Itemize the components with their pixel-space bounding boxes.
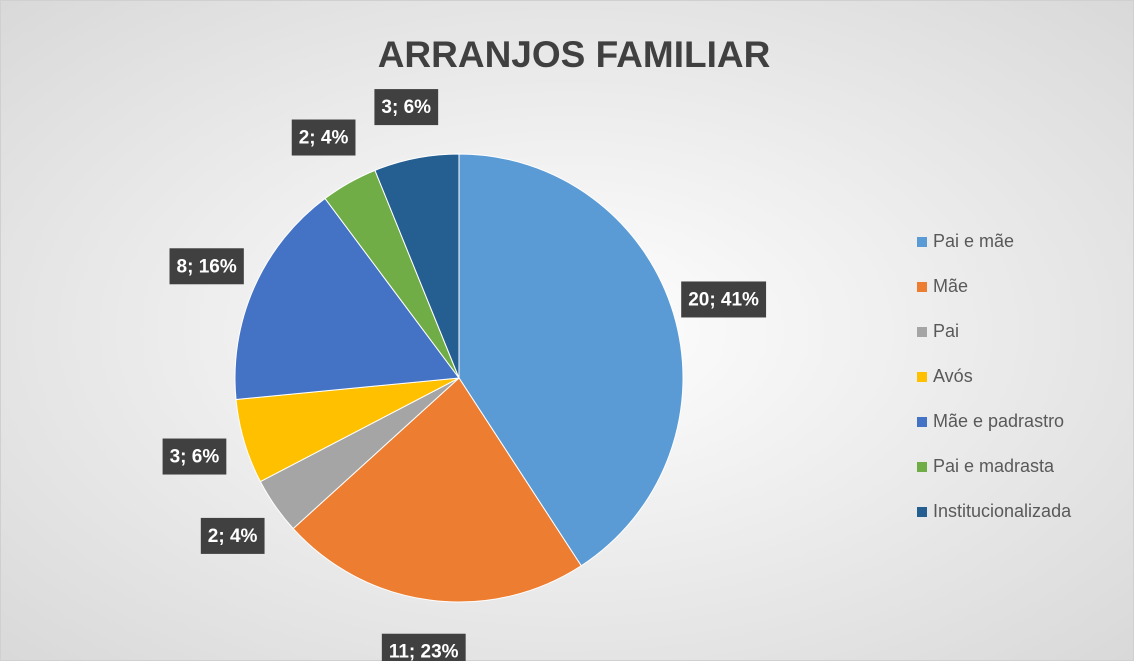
legend-swatch (917, 507, 927, 517)
data-label: 8; 16% (177, 256, 237, 277)
legend-swatch (917, 417, 927, 427)
legend-label: Institucionalizada (933, 501, 1072, 521)
pie-slice (458, 153, 684, 567)
data-label-box (162, 438, 227, 475)
data-label-box (374, 89, 439, 126)
pie-slice (374, 153, 460, 379)
legend-label: Pai (933, 321, 959, 341)
legend-label: Pai e madrasta (933, 456, 1055, 476)
data-label: 2; 4% (208, 526, 258, 547)
pie-slice (234, 197, 460, 401)
data-label: 20; 41% (688, 289, 759, 310)
data-label-box (291, 119, 356, 156)
data-label-box (681, 281, 767, 318)
legend-swatch (917, 462, 927, 472)
legend-swatch (917, 282, 927, 292)
data-label-box (381, 633, 466, 661)
data-label: 3; 6% (170, 447, 220, 468)
data-label-box (200, 517, 265, 554)
legend-label: Mãe (933, 276, 968, 296)
legend-label: Avós (933, 366, 973, 386)
legend-label: Mãe e padrastro (933, 411, 1064, 431)
pie-slice (292, 377, 582, 603)
data-label: 11; 23% (389, 642, 459, 661)
data-label-box (169, 248, 244, 285)
data-label: 2; 4% (299, 128, 349, 149)
legend-swatch (917, 237, 927, 247)
data-label: 3; 6% (381, 97, 431, 118)
legend-label: Pai e mãe (933, 231, 1014, 251)
chart-title: ARRANJOS FAMILIAR (378, 34, 771, 75)
legend-swatch (917, 327, 927, 337)
legend-swatch (917, 372, 927, 382)
